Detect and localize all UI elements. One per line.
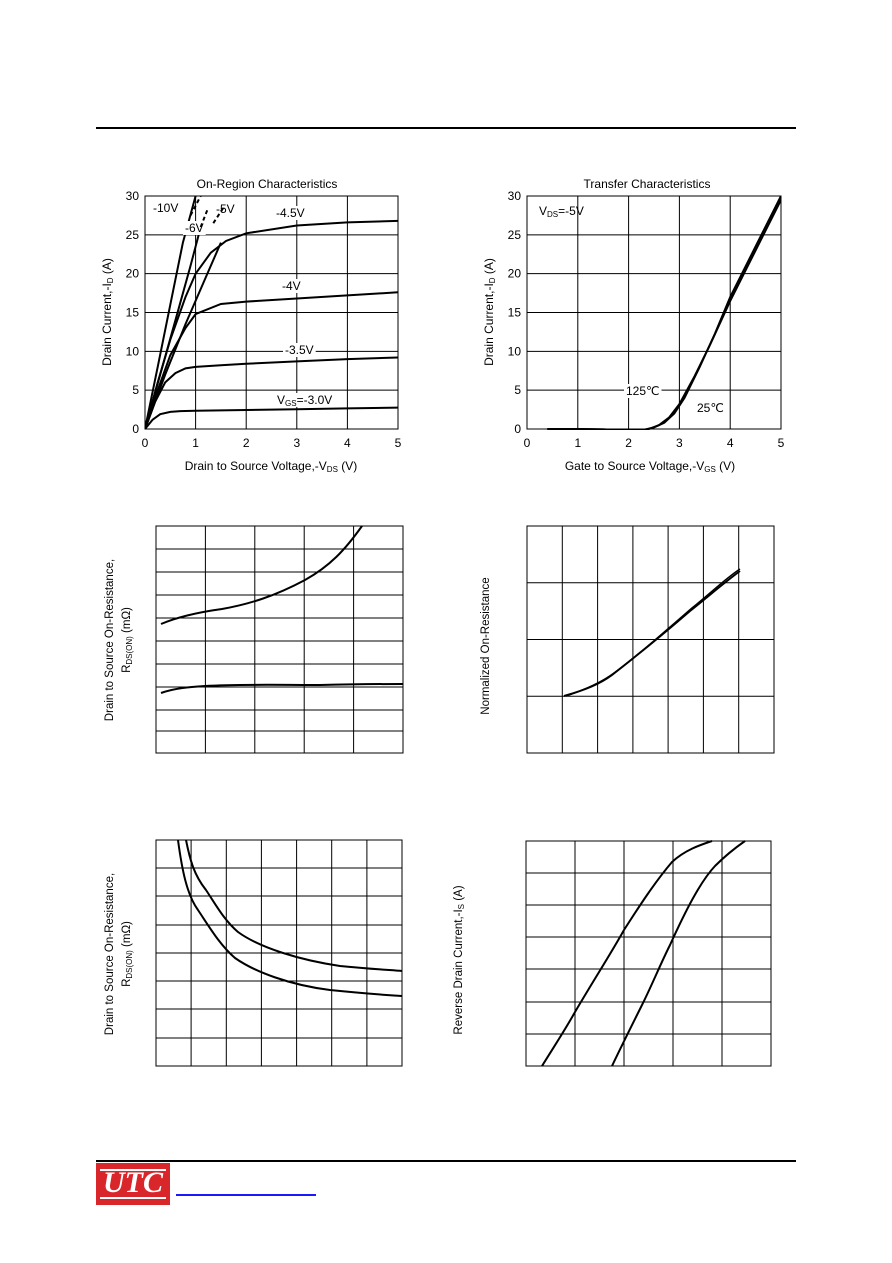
series-label-bg	[275, 393, 335, 407]
x-tick-label: 3	[676, 436, 683, 450]
series-line	[547, 195, 781, 430]
series-label-bg	[274, 206, 307, 220]
y-tick-label: 0	[514, 422, 521, 436]
series-line	[541, 840, 713, 1067]
series-label: -4.5V	[276, 206, 305, 220]
series-line	[145, 406, 398, 430]
x-tick-label: 3	[293, 436, 300, 450]
series-label: 125℃	[626, 384, 660, 398]
series-line	[145, 356, 398, 430]
x-tick-label: 1	[192, 436, 199, 450]
y-tick-label: 5	[132, 383, 139, 397]
series-label: -4V	[282, 279, 301, 293]
x-axis-label: Drain to Source Voltage,-VDS (V)	[185, 459, 358, 474]
y-axis-label: Reverse Drain Current,-IS (A)	[453, 885, 466, 1034]
grid-lines	[156, 526, 403, 753]
series-label: -6V	[185, 221, 204, 235]
series-dash	[212, 207, 225, 224]
series-label-bg	[283, 343, 316, 357]
series-line	[145, 219, 398, 430]
x-tick-label: 4	[727, 436, 734, 450]
bottom-rule	[96, 1160, 796, 1162]
grid-lines	[527, 526, 774, 753]
y-tick-label: 20	[126, 267, 140, 281]
x-tick-label: 2	[625, 436, 632, 450]
y-tick-label: 20	[508, 267, 522, 281]
y-tick-label: 30	[126, 189, 140, 203]
x-tick-label: 5	[778, 436, 785, 450]
series-label-bg	[624, 384, 662, 398]
y-tick-label: 25	[508, 228, 522, 242]
series-label: -10V	[153, 201, 178, 215]
series-line	[177, 839, 403, 997]
series-line	[611, 840, 746, 1067]
y-tick-label: 10	[126, 344, 140, 358]
series-line	[145, 291, 398, 430]
series-label: VGS=-3.0V	[277, 393, 332, 408]
y-axis-label-line1: Drain to Source On-Resistance,	[104, 559, 116, 721]
on-resistance-vs-current-chart: Drain to Source On-Resistance, RDS(ON) (…	[104, 525, 404, 754]
series-line	[565, 568, 741, 697]
series-label-bg	[151, 201, 181, 215]
series-label: -3.5V	[285, 343, 314, 357]
grid-lines	[526, 841, 771, 1066]
series-line	[160, 525, 363, 625]
series-label: -5V	[216, 202, 235, 216]
footer-link-underline[interactable]	[176, 1194, 316, 1196]
series-dash	[189, 195, 202, 216]
y-axis-label: Drain Current,-ID (A)	[482, 258, 497, 366]
y-tick-label: 15	[508, 306, 522, 320]
transfer-chart: 0 1 2 3 4 5 0 5 10 15 20 25 30 Transfer Characteristi…	[482, 177, 785, 474]
x-tick-label: 0	[524, 436, 531, 450]
plot-frame	[525, 840, 772, 1067]
y-tick-label: 10	[508, 344, 522, 358]
y-tick-label: 25	[126, 228, 140, 242]
x-tick-label: 5	[395, 436, 402, 450]
plot-frame	[526, 195, 782, 430]
x-tick-label: 0	[142, 436, 149, 450]
grid-lines	[156, 840, 402, 1066]
y-tick-label: 30	[508, 189, 522, 203]
chart-title: On-Region Characteristics	[197, 177, 338, 191]
series-dash	[199, 207, 210, 228]
reverse-drain-current-chart: Reverse Drain Current,-IS (A)	[453, 840, 772, 1067]
series-label-bg	[280, 279, 303, 293]
series-line	[160, 683, 404, 694]
y-tick-label: 0	[132, 422, 139, 436]
on-resistance-vs-gate-voltage-chart: Drain to Source On-Resistance, RDS(ON) (…	[104, 839, 403, 1067]
x-tick-label: 4	[344, 436, 351, 450]
on-region-chart: 0 1 2 3 4 5 0 5 10 15 20 25 30 On-Region Characterist…	[100, 177, 402, 474]
series-label: 25℃	[697, 401, 724, 415]
condition-label: VDS=-5V	[539, 204, 584, 219]
logo-text: UTC	[103, 1166, 163, 1199]
y-axis-label-line1: Drain to Source On-Resistance,	[104, 873, 116, 1035]
y-axis-label-line2: RDS(ON) (mΩ)	[121, 921, 134, 987]
y-axis-label: Normalized On-Resistance	[480, 577, 492, 714]
series-label-bg	[214, 202, 237, 216]
utc-logo: UTC	[96, 1163, 170, 1205]
series-line	[185, 839, 403, 972]
y-tick-label: 5	[514, 383, 521, 397]
chart-title: Transfer Characteristics	[584, 177, 711, 191]
y-tick-label: 15	[126, 306, 140, 320]
series-label-bg	[183, 221, 206, 235]
x-tick-label: 2	[243, 436, 250, 450]
x-tick-label: 1	[574, 436, 581, 450]
top-rule	[96, 127, 796, 129]
plot-frame	[144, 195, 399, 430]
series-label-bg	[695, 401, 726, 415]
x-axis-label: Gate to Source Voltage,-VGS (V)	[565, 459, 735, 474]
plot-frame	[155, 525, 404, 754]
y-axis-label-line2: RDS(ON) (mΩ)	[121, 607, 134, 673]
normalized-on-resistance-chart: Normalized On-Resistance	[480, 525, 775, 754]
y-axis-label: Drain Current,-ID (A)	[100, 258, 115, 366]
series-line	[145, 242, 222, 430]
